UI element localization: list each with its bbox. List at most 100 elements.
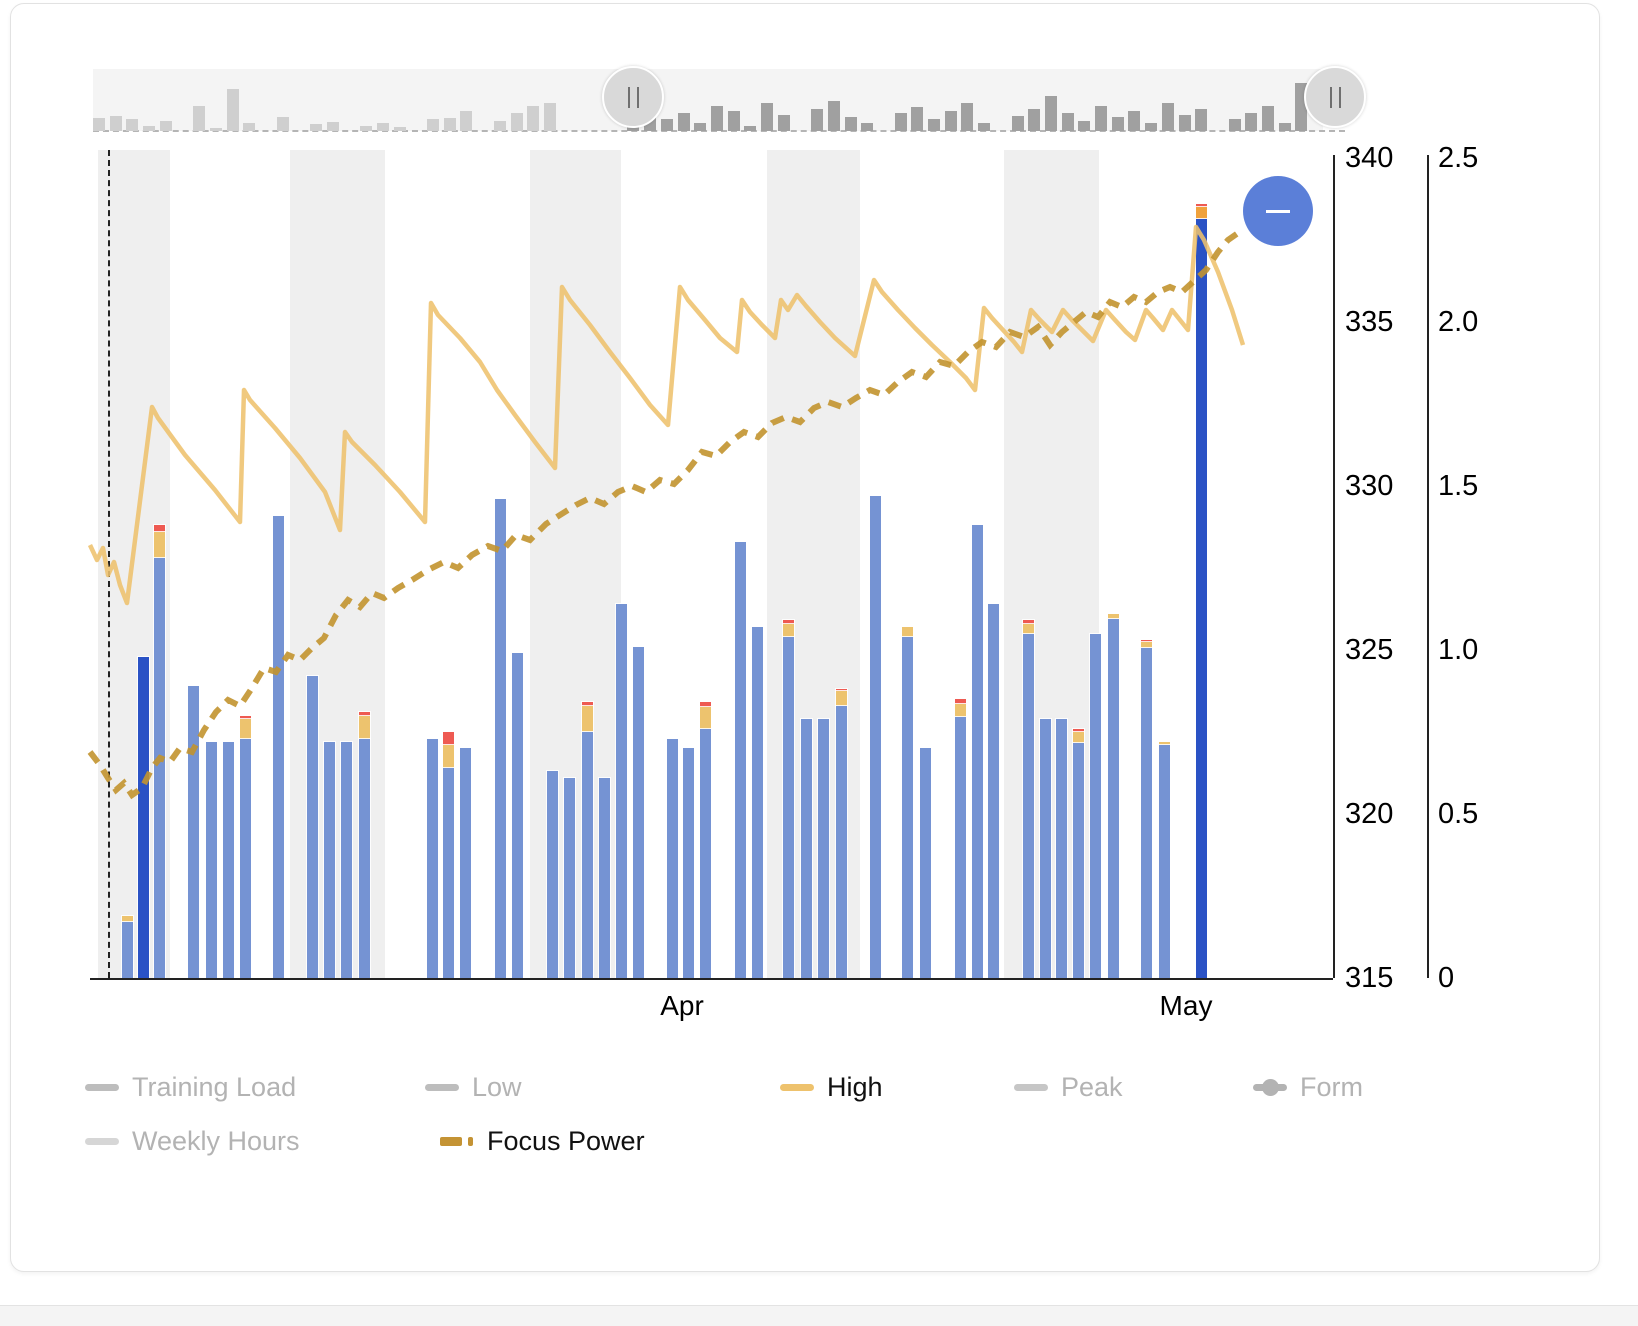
training-load-bar[interactable]	[272, 515, 284, 978]
training-load-bar[interactable]	[323, 741, 335, 978]
training-load-bar[interactable]	[306, 676, 318, 978]
training-load-bar[interactable]	[1022, 620, 1034, 624]
training-load-bar[interactable]	[699, 728, 711, 978]
training-load-bar[interactable]	[442, 768, 454, 978]
legend-swatch	[85, 1084, 119, 1091]
training-load-bar[interactable]	[1089, 633, 1101, 978]
training-load-bar[interactable]	[666, 738, 678, 978]
training-load-bar[interactable]	[1195, 203, 1207, 208]
training-load-bar[interactable]	[187, 686, 199, 978]
legend-swatch	[85, 1138, 119, 1145]
training-load-bar[interactable]	[699, 702, 711, 708]
training-load-bar[interactable]	[239, 738, 251, 978]
navigator-bar	[911, 107, 924, 131]
training-load-bar[interactable]	[546, 771, 558, 978]
page-bottom-strip	[0, 1305, 1638, 1326]
training-load-bar[interactable]	[581, 732, 593, 978]
training-load-bar[interactable]	[459, 748, 471, 978]
training-load-bar[interactable]	[222, 741, 234, 978]
navigator-bar	[460, 111, 473, 131]
training-load-bar[interactable]	[121, 922, 133, 978]
legend-item-peak[interactable]: Peak	[1014, 1072, 1123, 1103]
training-load-bar[interactable]	[494, 499, 506, 978]
training-load-bar[interactable]	[835, 705, 847, 978]
training-load-bar[interactable]	[340, 741, 352, 978]
training-load-bar[interactable]	[358, 712, 370, 716]
navigator-left-handle[interactable]	[602, 66, 664, 128]
training-load-bar[interactable]	[901, 627, 913, 637]
training-load-bar[interactable]	[751, 627, 763, 978]
training-load-bar[interactable]	[426, 738, 438, 978]
training-load-bar[interactable]	[1195, 218, 1207, 978]
training-load-bar[interactable]	[1140, 640, 1152, 642]
training-load-bar[interactable]	[1158, 745, 1170, 978]
training-load-bar[interactable]	[239, 715, 251, 719]
training-load-bar[interactable]	[1140, 641, 1152, 649]
legend-item-low[interactable]: Low	[425, 1072, 522, 1103]
training-load-bar[interactable]	[987, 604, 999, 978]
training-load-bar[interactable]	[919, 748, 931, 978]
training-load-bar[interactable]	[121, 915, 133, 923]
legend-item-training-load[interactable]: Training Load	[85, 1072, 296, 1103]
training-load-bar[interactable]	[954, 699, 966, 705]
training-load-bar[interactable]	[205, 741, 217, 978]
training-load-bar[interactable]	[615, 604, 627, 978]
right-axis-1-tick-label: 320	[1345, 798, 1394, 830]
training-load-bar[interactable]	[511, 653, 523, 978]
training-load-bar[interactable]	[442, 732, 454, 746]
form-marker[interactable]	[1243, 176, 1313, 246]
training-load-bar[interactable]	[682, 748, 694, 978]
training-load-bar[interactable]	[734, 541, 746, 978]
legend-item-form[interactable]: Form	[1253, 1072, 1363, 1103]
training-load-bar[interactable]	[835, 689, 847, 691]
training-load-bar[interactable]	[954, 704, 966, 718]
training-load-bar[interactable]	[1140, 648, 1152, 978]
training-load-bar[interactable]	[358, 715, 370, 739]
training-load-bar[interactable]	[563, 777, 575, 978]
navigator-bar	[1128, 111, 1141, 131]
training-load-bar[interactable]	[699, 707, 711, 729]
training-load-bar[interactable]	[901, 636, 913, 978]
training-load-bar[interactable]	[782, 620, 794, 624]
training-load-bar[interactable]	[971, 525, 983, 978]
training-load-bar[interactable]	[239, 718, 251, 739]
navigator-bar	[710, 106, 723, 131]
training-load-bar[interactable]	[1107, 618, 1119, 978]
training-load-bar[interactable]	[598, 777, 610, 978]
training-load-bar[interactable]	[442, 745, 454, 769]
legend-item-weekly-hours[interactable]: Weekly Hours	[85, 1126, 300, 1157]
training-load-bar[interactable]	[869, 495, 881, 978]
training-load-bar[interactable]	[153, 525, 165, 532]
training-load-bar[interactable]	[1022, 623, 1034, 634]
training-load-bar[interactable]	[1107, 613, 1119, 619]
training-load-bar[interactable]	[358, 738, 370, 978]
training-load-bar[interactable]	[137, 656, 149, 978]
training-load-bar[interactable]	[817, 718, 829, 978]
training-load-bar[interactable]	[1195, 207, 1207, 219]
training-load-bar[interactable]	[153, 558, 165, 978]
training-load-bar[interactable]	[1039, 718, 1051, 978]
navigator-bar	[844, 117, 857, 131]
training-load-bar[interactable]	[1072, 732, 1084, 744]
legend-label: Form	[1300, 1072, 1363, 1102]
training-load-bar[interactable]	[1055, 718, 1067, 978]
navigator-bar	[276, 117, 289, 131]
training-load-bar[interactable]	[1072, 728, 1084, 732]
training-load-bar[interactable]	[954, 717, 966, 978]
navigator-right-handle[interactable]	[1304, 66, 1366, 128]
training-load-bar[interactable]	[1158, 741, 1170, 746]
training-load-bar[interactable]	[800, 718, 812, 978]
navigator-bar	[376, 123, 389, 131]
legend-item-high[interactable]: High	[780, 1072, 883, 1103]
legend-item-focus-power[interactable]: Focus Power	[440, 1126, 645, 1157]
training-load-bar[interactable]	[153, 531, 165, 559]
training-load-bar[interactable]	[581, 705, 593, 732]
training-load-bar[interactable]	[632, 646, 644, 978]
training-load-bar[interactable]	[1072, 743, 1084, 978]
training-load-bar[interactable]	[782, 636, 794, 978]
training-load-bar[interactable]	[782, 623, 794, 637]
navigator-bar	[143, 126, 156, 131]
training-load-bar[interactable]	[835, 691, 847, 706]
training-load-bar[interactable]	[1022, 633, 1034, 978]
training-load-bar[interactable]	[581, 702, 593, 706]
